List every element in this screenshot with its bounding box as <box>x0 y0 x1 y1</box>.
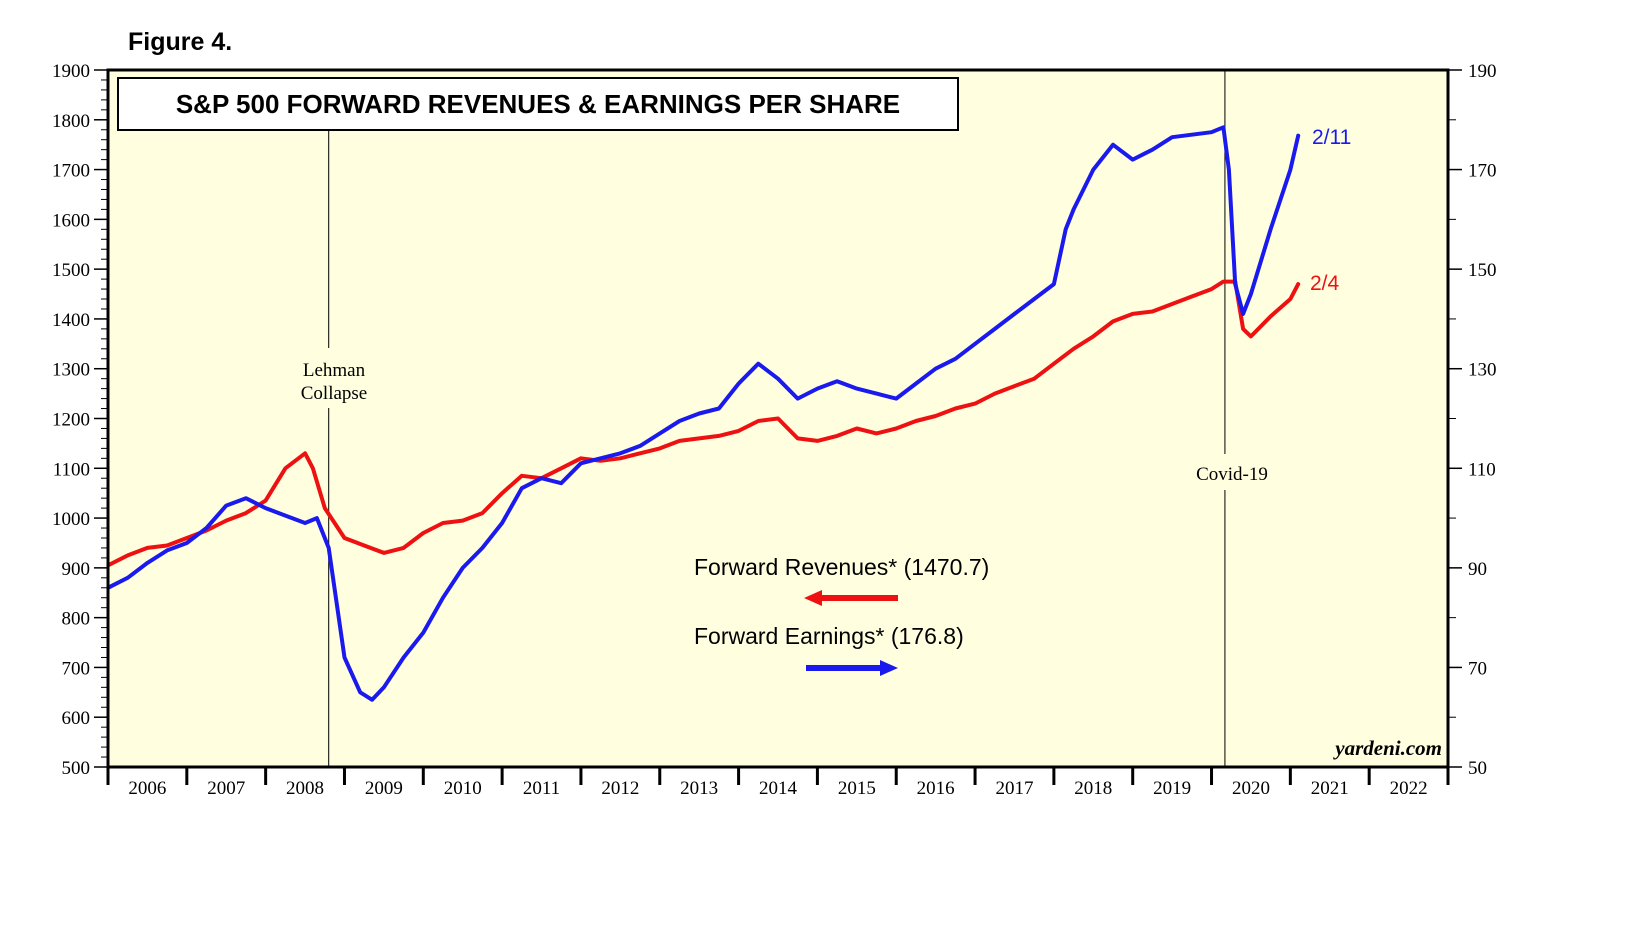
figure-label: Figure 4. <box>128 28 233 56</box>
chart-title: S&P 500 FORWARD REVENUES & EARNINGS PER … <box>176 89 900 119</box>
x-tick-label: 2013 <box>680 778 718 799</box>
right-tick-label: 130 <box>1468 360 1497 381</box>
left-tick-label: 500 <box>62 758 91 779</box>
x-tick-label: 2009 <box>365 778 403 799</box>
right-tick-label: 90 <box>1468 559 1487 580</box>
earnings-end-label: 2/11 <box>1312 126 1351 149</box>
right-tick-label: 150 <box>1468 260 1497 281</box>
left-tick-label: 800 <box>62 609 91 630</box>
title-box <box>117 77 959 131</box>
left-tick-label: 1000 <box>52 509 90 530</box>
x-tick-label: 2018 <box>1074 778 1112 799</box>
left-tick-label: 700 <box>62 658 91 679</box>
right-tick-label: 170 <box>1468 161 1497 182</box>
covid-label: Covid-19 <box>1196 464 1268 485</box>
left-tick-label: 600 <box>62 708 91 729</box>
left-tick-label: 900 <box>62 559 91 580</box>
lehman-label-line2: Collapse <box>301 383 368 404</box>
legend-earnings-label: Forward Earnings* (176.8) <box>694 623 964 649</box>
legend-revenues-arrow <box>804 590 898 606</box>
x-tick-label: 2012 <box>601 778 639 799</box>
x-tick-label: 2007 <box>207 778 245 799</box>
x-tick-label: 2019 <box>1153 778 1191 799</box>
left-tick-label: 1700 <box>52 161 90 182</box>
right-tick-label: 70 <box>1468 658 1487 679</box>
left-tick-label: 1400 <box>52 310 90 331</box>
earnings-line <box>108 125 1301 702</box>
x-tick-label: 2021 <box>1311 778 1349 799</box>
right-tick-label: 50 <box>1468 758 1487 779</box>
x-tick-label: 2016 <box>917 778 955 799</box>
x-tick-label: 2020 <box>1232 778 1270 799</box>
legend-revenues-label: Forward Revenues* (1470.7) <box>694 554 989 580</box>
x-tick-label: 2006 <box>128 778 166 799</box>
left-tick-label: 1300 <box>52 360 90 381</box>
left-tick-label: 1800 <box>52 111 90 132</box>
x-tick-label: 2017 <box>995 778 1033 799</box>
left-tick-label: 1200 <box>52 410 90 431</box>
left-tick-label: 1900 <box>52 61 90 82</box>
revenues-end-label: 2/4 <box>1310 272 1340 295</box>
revenues-line <box>108 279 1301 568</box>
lehman-label-line1: Lehman <box>303 360 366 381</box>
x-tick-label: 2015 <box>838 778 876 799</box>
x-tick-label: 2022 <box>1390 778 1428 799</box>
left-tick-label: 1600 <box>52 210 90 231</box>
right-tick-label: 110 <box>1468 459 1496 480</box>
x-tick-label: 2010 <box>444 778 482 799</box>
watermark: yardeni.com <box>1332 736 1442 760</box>
left-tick-label: 1500 <box>52 260 90 281</box>
x-tick-label: 2014 <box>759 778 798 799</box>
right-tick-label: 190 <box>1468 61 1497 82</box>
legend-earnings-arrow <box>806 660 898 676</box>
left-tick-label: 1100 <box>53 459 90 480</box>
x-tick-label: 2008 <box>286 778 324 799</box>
x-tick-label: 2011 <box>523 778 560 799</box>
